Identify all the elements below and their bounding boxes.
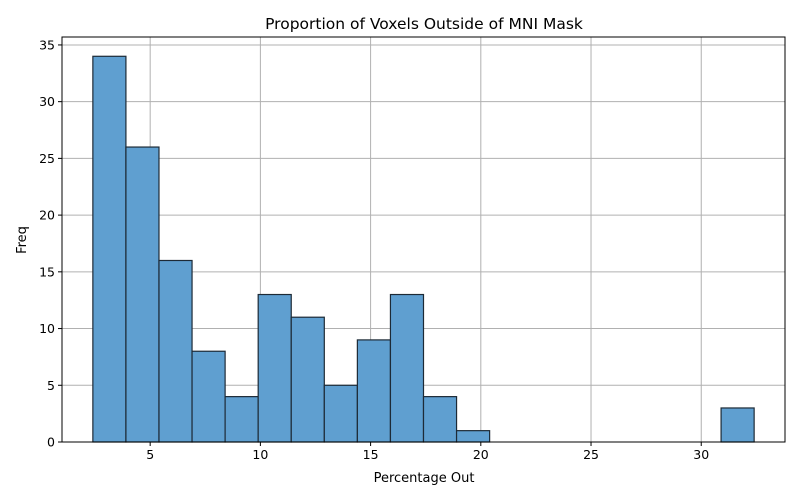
plot-frame <box>61 36 786 443</box>
x-tick-label: 5 <box>146 447 154 462</box>
histogram-bar <box>158 259 193 443</box>
grid-lines <box>62 37 785 443</box>
y-tick-label: 10 <box>39 321 55 336</box>
histogram-bars <box>92 55 755 443</box>
chart-title: Proportion of Voxels Outside of MNI Mask <box>265 15 583 33</box>
x-tick-label: 10 <box>252 447 268 462</box>
histogram-bar <box>323 384 358 443</box>
histogram-bar <box>92 55 127 443</box>
x-tick-label: 15 <box>363 447 379 462</box>
histogram-bar <box>389 293 425 443</box>
histogram-bar <box>720 407 755 443</box>
y-tick-label: 5 <box>47 378 55 393</box>
histogram-bar <box>455 430 491 443</box>
histogram-bar <box>191 350 226 443</box>
x-axis-ticks: 5 10 15 20 25 30 <box>146 442 709 462</box>
y-axis-title: Freq <box>15 226 30 254</box>
histogram-bar <box>422 396 458 443</box>
y-tick-label: 15 <box>39 264 55 279</box>
y-tick-label: 35 <box>39 37 55 52</box>
x-tick-label: 30 <box>693 447 709 462</box>
histogram-bar <box>356 339 392 443</box>
histogram-bar <box>125 146 160 443</box>
y-tick-label: 0 <box>47 435 55 450</box>
y-tick-label: 30 <box>39 94 55 109</box>
histogram-bar <box>257 293 292 443</box>
y-tick-label: 20 <box>39 208 55 223</box>
histogram-bar <box>290 316 325 443</box>
y-axis-ticks: 0 5 10 15 20 25 30 35 <box>39 37 62 450</box>
histogram-bar <box>224 396 259 443</box>
y-tick-label: 25 <box>39 151 55 166</box>
x-tick-label: 25 <box>583 447 599 462</box>
x-tick-label: 20 <box>473 447 489 462</box>
x-axis-title: Percentage Out <box>374 471 475 486</box>
